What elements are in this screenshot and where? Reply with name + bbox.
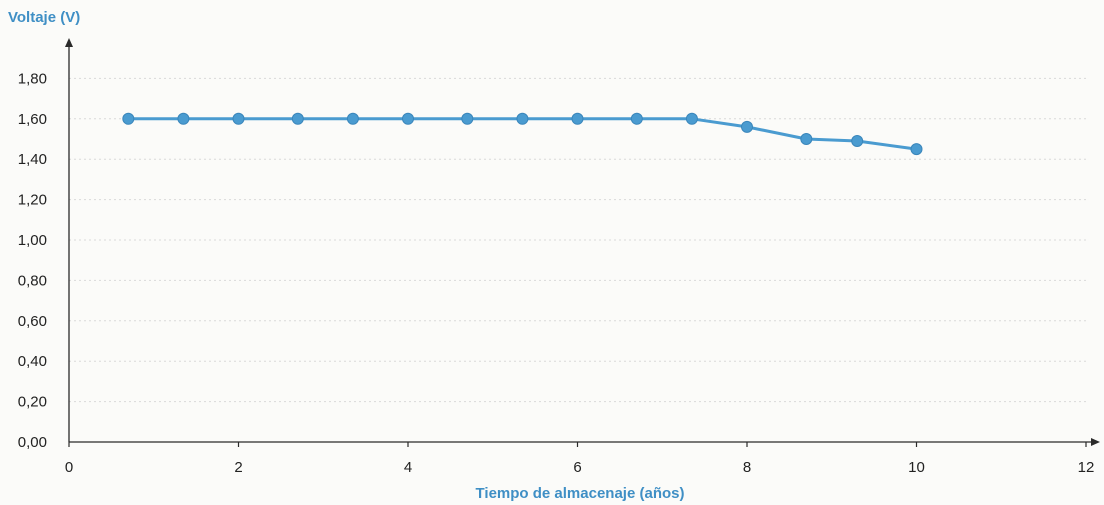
y-tick-label: 0,40 xyxy=(18,353,47,370)
y-tick-label: 0,20 xyxy=(18,394,47,411)
y-tick-label: 1,60 xyxy=(18,111,47,128)
x-tick-label: 12 xyxy=(1078,459,1095,476)
data-point xyxy=(232,112,245,125)
y-tick-label: 0,80 xyxy=(18,272,47,289)
y-tick-label: 1,80 xyxy=(18,70,47,87)
x-axis-title: Tiempo de almacenaje (años) xyxy=(476,485,685,502)
x-tick-label: 8 xyxy=(743,459,751,476)
axis-layer xyxy=(65,38,1100,447)
y-axis-title: Voltaje (V) xyxy=(8,9,80,26)
data-point xyxy=(910,143,923,156)
x-axis-arrow xyxy=(1091,438,1100,446)
x-tick-label: 10 xyxy=(908,459,925,476)
grid-layer xyxy=(69,77,1086,403)
data-point xyxy=(685,112,698,125)
data-point xyxy=(516,112,529,125)
data-point xyxy=(346,112,359,125)
x-tick-label: 2 xyxy=(234,459,242,476)
y-tick-label: 0,00 xyxy=(18,434,47,451)
y-tick-label: 1,40 xyxy=(18,151,47,168)
data-point xyxy=(741,120,753,133)
data-point xyxy=(402,112,414,125)
data-point xyxy=(177,112,190,125)
y-tick-label: 0,60 xyxy=(18,313,47,330)
data-point xyxy=(800,133,813,145)
y-axis-arrow xyxy=(65,38,73,47)
data-point xyxy=(571,112,584,125)
x-tick-label: 4 xyxy=(404,459,412,476)
data-point xyxy=(461,112,474,125)
series-layer xyxy=(122,112,923,156)
data-point xyxy=(851,135,864,148)
data-point xyxy=(122,112,135,125)
x-tick-label: 0 xyxy=(65,459,73,476)
data-point xyxy=(630,112,643,125)
data-point xyxy=(291,112,304,125)
x-tick-label: 6 xyxy=(573,459,581,476)
y-tick-label: 1,20 xyxy=(18,192,47,209)
tick-labels: 0,00 0,20 0,40 0,60 0,80 1,00 1,20 1,40 1,60 1,80… xyxy=(18,70,1095,476)
y-tick-label: 1,00 xyxy=(18,232,47,249)
